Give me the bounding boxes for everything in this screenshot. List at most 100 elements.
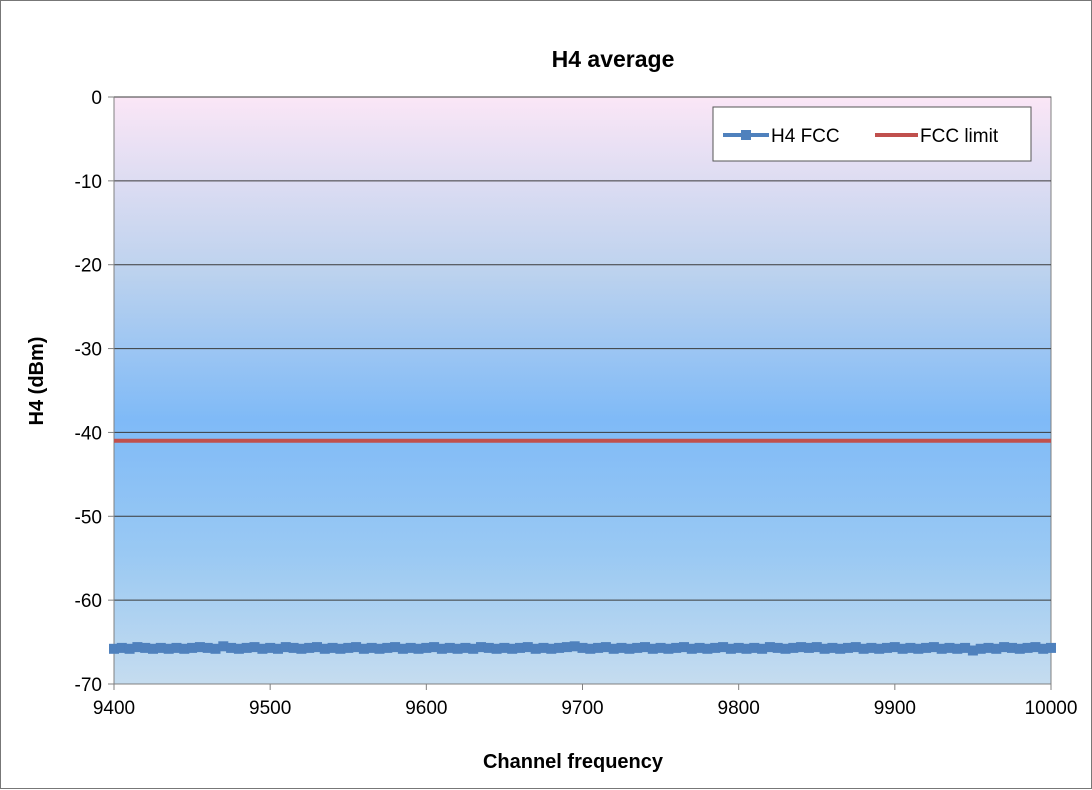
y-tick-label: -60: [75, 591, 102, 612]
data-point-h4-fcc: [835, 643, 846, 654]
data-point-h4-fcc: [343, 642, 354, 653]
data-point-h4-fcc: [561, 642, 572, 653]
data-point-h4-fcc: [850, 642, 861, 653]
x-tick-labels: 9400 9500 9600 9700 9800 9900 10000: [93, 698, 1078, 719]
legend: H4 FCC FCC limit: [712, 106, 1032, 162]
data-point-h4-fcc: [694, 642, 705, 653]
data-point-h4-fcc: [686, 643, 697, 654]
legend-label-fcc-limit: FCC limit: [920, 126, 999, 147]
data-point-h4-fcc: [468, 643, 479, 654]
data-point-h4-fcc: [608, 643, 619, 654]
data-point-h4-fcc: [382, 642, 393, 653]
y-tick-label: -70: [75, 675, 102, 696]
data-point-h4-fcc: [132, 642, 143, 653]
x-tick-label: 9700: [561, 698, 603, 719]
data-point-h4-fcc: [655, 642, 666, 653]
data-point-h4-fcc: [780, 643, 791, 654]
x-tick-label: 9500: [249, 698, 291, 719]
data-point-h4-fcc: [335, 643, 346, 654]
data-point-h4-fcc: [452, 643, 463, 654]
data-point-h4-fcc: [1046, 642, 1056, 653]
x-tick-label: 9800: [718, 698, 760, 719]
data-point-h4-fcc: [733, 642, 744, 653]
y-tick-label: -20: [75, 256, 102, 277]
y-tick-label: -50: [75, 507, 102, 528]
x-tick-label: 9400: [93, 698, 135, 719]
data-point-h4-fcc: [241, 642, 252, 653]
data-point-h4-fcc: [483, 642, 494, 653]
data-point-h4-fcc: [397, 643, 408, 654]
data-point-h4-fcc: [460, 642, 471, 653]
data-point-h4-fcc: [507, 643, 518, 654]
data-point-h4-fcc: [905, 642, 916, 653]
x-axis-label: Channel frequency: [483, 751, 664, 773]
legend-marker-h4-fcc: [741, 130, 751, 140]
data-point-h4-fcc: [725, 643, 736, 654]
y-tick-label: -40: [75, 423, 102, 444]
data-point-h4-fcc: [304, 642, 315, 653]
data-point-h4-fcc: [897, 643, 908, 654]
data-point-h4-fcc: [296, 643, 307, 654]
data-point-h4-fcc: [390, 642, 401, 653]
data-point-h4-fcc: [632, 642, 643, 653]
data-point-h4-fcc: [600, 642, 611, 653]
series-layer: [109, 438, 1056, 656]
data-point-h4-fcc: [202, 642, 213, 653]
y-tick-label: -30: [75, 340, 102, 361]
data-point-h4-fcc: [858, 643, 869, 654]
data-point-h4-fcc: [999, 642, 1010, 653]
data-point-h4-fcc: [952, 643, 963, 654]
data-point-h4-fcc: [663, 643, 674, 654]
x-tick-label: 10000: [1025, 698, 1078, 719]
data-point-h4-fcc: [967, 645, 978, 656]
data-point-h4-fcc: [374, 643, 385, 654]
data-point-h4-fcc: [624, 643, 635, 654]
data-point-h4-fcc: [218, 641, 229, 652]
data-point-h4-fcc: [538, 642, 549, 653]
data-point-h4-fcc: [194, 642, 205, 653]
data-point-h4-fcc: [124, 643, 135, 654]
data-point-h4-fcc: [671, 642, 682, 653]
data-point-h4-fcc: [155, 642, 166, 653]
data-point-h4-fcc: [702, 643, 713, 654]
data-point-h4-fcc: [803, 642, 814, 653]
data-point-h4-fcc: [546, 643, 557, 654]
data-point-h4-fcc: [530, 643, 541, 654]
data-point-h4-fcc: [640, 642, 650, 653]
data-point-h4-fcc: [280, 642, 291, 653]
data-point-h4-fcc: [585, 643, 596, 654]
data-point-h4-fcc: [179, 643, 190, 654]
x-tick-label: 9600: [405, 698, 447, 719]
data-point-h4-fcc: [257, 643, 268, 654]
data-point-h4-fcc: [148, 643, 158, 654]
data-point-h4-fcc: [811, 642, 822, 653]
data-point-h4-fcc: [991, 643, 1002, 654]
data-point-h4-fcc: [249, 642, 260, 653]
grid-lines: [114, 96, 1051, 601]
data-point-h4-fcc: [1038, 643, 1049, 654]
data-point-h4-fcc: [171, 642, 182, 653]
data-point-h4-fcc: [499, 642, 510, 653]
plot-area: [113, 96, 1052, 685]
data-point-h4-fcc: [413, 643, 424, 654]
axes: [108, 96, 1052, 690]
data-point-h4-fcc: [116, 642, 127, 653]
data-point-h4-fcc: [936, 643, 947, 654]
data-point-h4-fcc: [1030, 642, 1041, 653]
data-point-h4-fcc: [1014, 643, 1025, 654]
data-point-h4-fcc: [522, 642, 533, 653]
data-point-h4-fcc: [616, 642, 627, 653]
data-point-h4-fcc: [749, 642, 760, 653]
y-tick-labels: 0 -10 -20 -30 -40 -50 -60 -70: [75, 88, 102, 696]
data-point-h4-fcc: [366, 642, 377, 653]
data-point-h4-fcc: [757, 643, 768, 654]
data-point-h4-fcc: [764, 642, 775, 653]
data-point-h4-fcc: [647, 643, 658, 654]
data-point-h4-fcc: [358, 643, 369, 654]
data-point-h4-fcc: [187, 642, 198, 653]
data-point-h4-fcc: [741, 643, 752, 654]
data-point-h4-fcc: [710, 642, 721, 653]
data-point-h4-fcc: [273, 643, 283, 654]
